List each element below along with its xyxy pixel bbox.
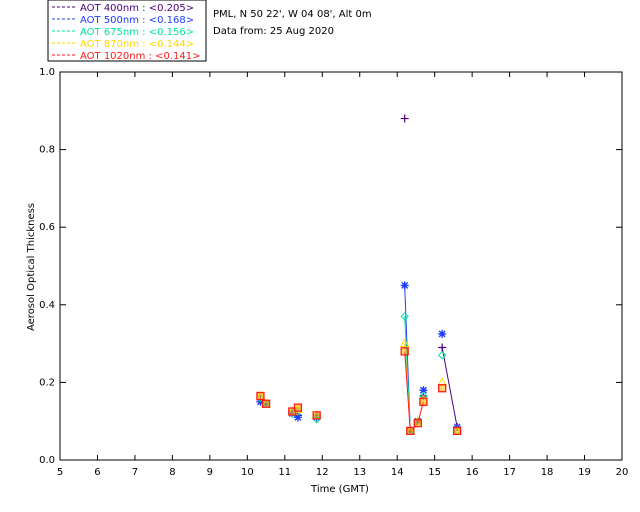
site-info-text: PML, N 50 22', W 04 08', Alt 0m: [213, 9, 372, 20]
x-tick-label: 8: [169, 467, 175, 478]
data-point: [406, 426, 415, 436]
data-point: [437, 351, 447, 360]
series-group: [256, 312, 462, 436]
legend-entry: AOT 675nm : <0.156>: [80, 27, 194, 38]
legend-entry: AOT 500nm : <0.168>: [80, 15, 194, 26]
y-tick-label: 0.6: [39, 222, 55, 233]
series-group: [256, 347, 462, 436]
data-point: [256, 391, 265, 401]
data-point: [413, 418, 422, 428]
data-point: [438, 343, 447, 352]
y-tick-label: 0.0: [39, 455, 55, 466]
x-tick-label: 20: [616, 467, 629, 478]
y-tick-label: 1.0: [39, 67, 55, 78]
data-point: [400, 312, 409, 321]
plot-frame: [59, 71, 623, 461]
series-group: [256, 114, 462, 435]
x-tick-label: 11: [278, 467, 291, 478]
x-tick-label: 17: [503, 467, 516, 478]
series-layer: [255, 114, 463, 436]
data-point: [261, 399, 271, 408]
x-axis-label: Time (GMT): [310, 484, 369, 495]
data-point: [400, 347, 409, 356]
x-tick-label: 6: [94, 467, 100, 478]
axis-ticks: 5 6 7 8 9 10 11 12 13 14 15 16 17 18 19 20 0.0 0.2 0.4 0.6 0…: [39, 67, 628, 478]
series-line: [441, 347, 458, 428]
x-tick-label: 7: [132, 467, 138, 478]
x-tick-label: 14: [391, 467, 404, 478]
data-point: [399, 338, 410, 348]
y-tick-label: 0.2: [39, 377, 55, 388]
legend-entry: AOT 1020nm : <0.141>: [80, 51, 200, 62]
x-tick-label: 15: [428, 467, 441, 478]
x-tick-label: 19: [578, 467, 591, 478]
x-tick-label: 10: [241, 467, 254, 478]
x-tick-label: 12: [316, 467, 329, 478]
data-point: [438, 329, 447, 338]
x-tick-label: 18: [541, 467, 554, 478]
legend-entry: AOT 400nm : <0.205>: [80, 3, 194, 14]
y-tick-label: 0.8: [39, 145, 55, 156]
x-tick-label: 9: [207, 467, 213, 478]
series-group: [256, 281, 462, 435]
data-point: [312, 411, 321, 420]
data-point: [400, 114, 409, 123]
data-point: [419, 397, 428, 406]
legend-entry: AOT 870nm : <0.144>: [80, 39, 194, 50]
data-point: [400, 281, 409, 290]
x-tick-label: 5: [57, 467, 63, 478]
data-point: [452, 426, 462, 436]
data-point: [419, 386, 428, 395]
data-point: [438, 384, 447, 393]
x-tick-label: 16: [466, 467, 479, 478]
data-point: [293, 403, 303, 412]
series-group: [255, 338, 463, 435]
y-tick-label: 0.4: [39, 300, 55, 311]
legend: AOT 400nm : <0.205>AOT 500nm : <0.168>AO…: [52, 3, 200, 62]
data-point: [293, 413, 302, 422]
date-info-text: Data from: 25 Aug 2020: [213, 26, 334, 37]
x-tick-label: 13: [353, 467, 366, 478]
y-axis-label: Aerosol Optical Thickness: [26, 203, 37, 331]
